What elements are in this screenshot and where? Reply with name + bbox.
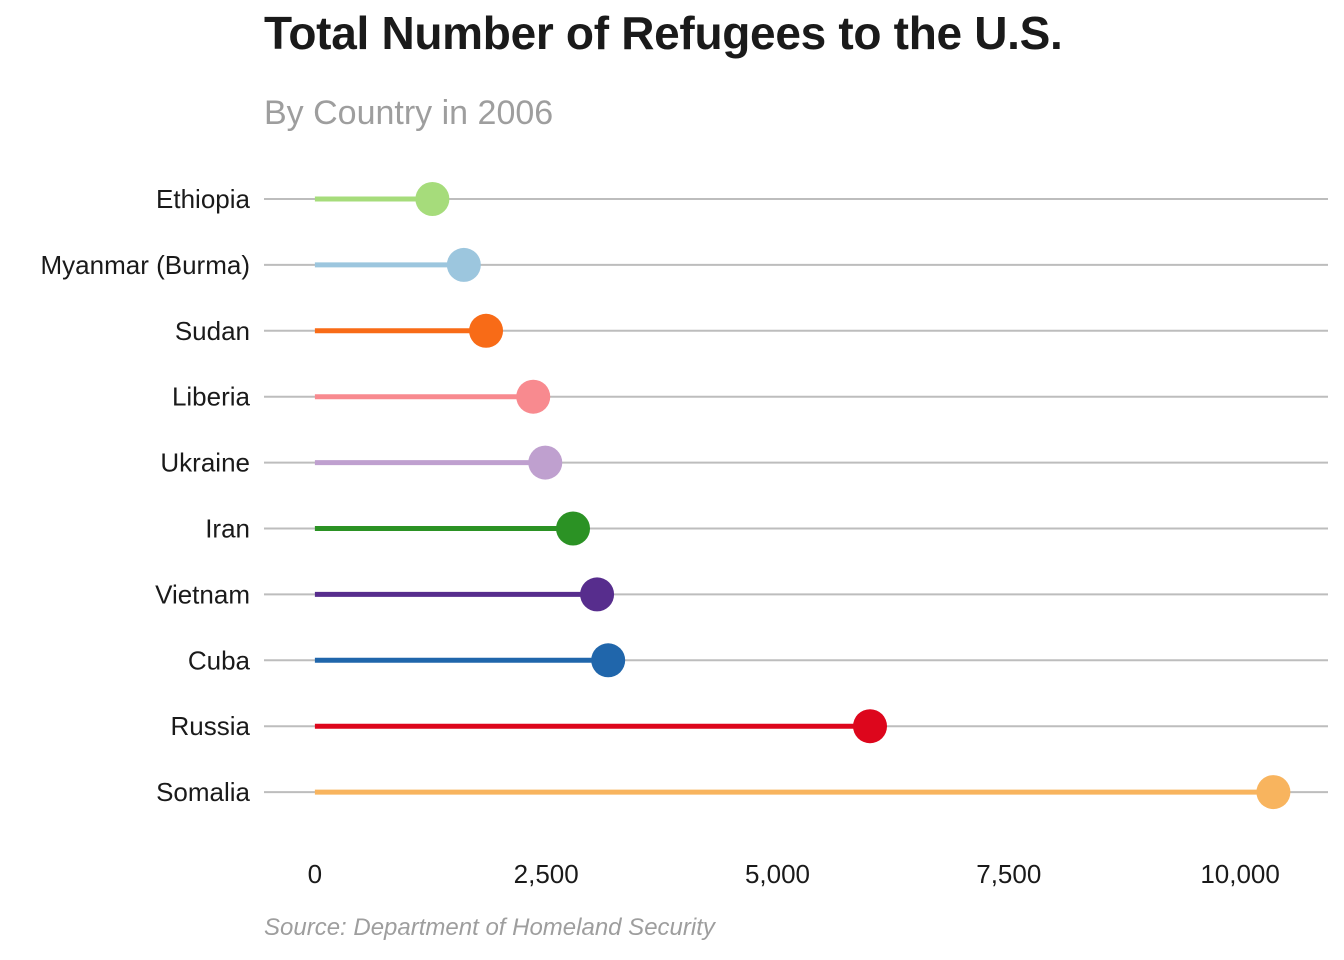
category-label-russia: Russia xyxy=(171,711,251,741)
category-label-iran: Iran xyxy=(205,514,250,544)
chart-title: Total Number of Refugees to the U.S. xyxy=(264,7,1063,59)
x-axis-tick-labels: 0 2,500 5,000 7,500 10,000 xyxy=(308,859,1280,889)
dot-cuba xyxy=(591,643,626,678)
x-tick-label: 2,500 xyxy=(514,859,579,889)
x-tick-label: 10,000 xyxy=(1200,859,1280,889)
category-label-vietnam: Vietnam xyxy=(155,579,250,609)
x-tick-label: 7,500 xyxy=(976,859,1041,889)
dot-iran xyxy=(556,511,591,546)
dot-liberia xyxy=(516,379,551,414)
lollipop-dots xyxy=(415,182,1291,810)
category-label-cuba: Cuba xyxy=(188,645,251,675)
category-label-liberia: Liberia xyxy=(172,382,251,412)
category-label-ukraine: Ukraine xyxy=(160,448,250,478)
chart-caption: Source: Department of Homeland Security xyxy=(264,914,715,941)
category-labels: Ethiopia Myanmar (Burma) Sudan Liberia Ukrai… xyxy=(41,184,251,807)
dot-ethiopia xyxy=(415,182,450,216)
x-tick-label: 0 xyxy=(308,859,322,889)
chart-subtitle: By Country in 2006 xyxy=(264,94,554,132)
dot-somalia xyxy=(1256,775,1291,810)
gridlines xyxy=(264,198,1328,794)
category-label-ethiopia: Ethiopia xyxy=(156,184,250,214)
lollipop-stems xyxy=(314,196,1274,795)
x-tick-label: 5,000 xyxy=(745,859,810,889)
dot-russia xyxy=(853,709,888,744)
dot-ukraine xyxy=(528,445,563,480)
dot-vietnam xyxy=(580,577,615,612)
category-label-somalia: Somalia xyxy=(156,777,250,807)
category-label-myanmar-burma: Myanmar (Burma) xyxy=(41,250,250,280)
category-label-sudan: Sudan xyxy=(175,316,250,346)
dot-myanmar-burma xyxy=(446,247,481,282)
dot-sudan xyxy=(469,313,504,348)
